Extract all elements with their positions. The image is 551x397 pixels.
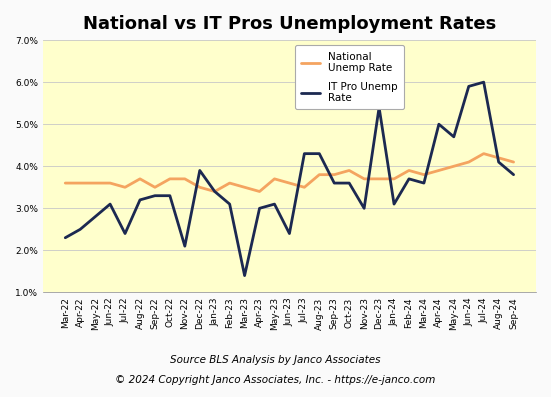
IT Pro Unemp
Rate (451, 135, 457, 139)
IT Pro Unemp
Rate (122, 231, 128, 236)
IT Pro Unemp
Rate (226, 202, 233, 206)
IT Pro Unemp
Rate (197, 168, 203, 173)
National
Unemp Rate (181, 177, 188, 181)
National
Unemp Rate (420, 172, 427, 177)
National
Unemp Rate (316, 172, 323, 177)
IT Pro Unemp
Rate (256, 206, 263, 211)
National
Unemp Rate (62, 181, 68, 185)
IT Pro Unemp
Rate (137, 198, 143, 202)
Text: Source BLS Analysis by Janco Associates: Source BLS Analysis by Janco Associates (170, 355, 381, 365)
IT Pro Unemp
Rate (212, 189, 218, 194)
Legend: National
Unemp Rate, IT Pro Unemp
Rate: National Unemp Rate, IT Pro Unemp Rate (295, 45, 404, 109)
National
Unemp Rate (256, 189, 263, 194)
IT Pro Unemp
Rate (346, 181, 353, 185)
IT Pro Unemp
Rate (391, 202, 397, 206)
National
Unemp Rate (241, 185, 248, 190)
IT Pro Unemp
Rate (241, 273, 248, 278)
IT Pro Unemp
Rate (376, 105, 382, 110)
National
Unemp Rate (480, 151, 487, 156)
National
Unemp Rate (137, 177, 143, 181)
IT Pro Unemp
Rate (466, 84, 472, 89)
National
Unemp Rate (107, 181, 114, 185)
IT Pro Unemp
Rate (406, 177, 412, 181)
IT Pro Unemp
Rate (480, 80, 487, 85)
Text: © 2024 Copyright Janco Associates, Inc. - https://e-janco.com: © 2024 Copyright Janco Associates, Inc. … (115, 375, 436, 385)
IT Pro Unemp
Rate (77, 227, 84, 232)
National
Unemp Rate (301, 185, 307, 190)
National
Unemp Rate (451, 164, 457, 169)
IT Pro Unemp
Rate (435, 122, 442, 127)
IT Pro Unemp
Rate (107, 202, 114, 206)
National
Unemp Rate (495, 156, 502, 160)
National
Unemp Rate (466, 160, 472, 164)
National
Unemp Rate (152, 185, 158, 190)
IT Pro Unemp
Rate (181, 244, 188, 249)
Title: National vs IT Pros Unemployment Rates: National vs IT Pros Unemployment Rates (83, 15, 496, 33)
National
Unemp Rate (122, 185, 128, 190)
IT Pro Unemp
Rate (331, 181, 338, 185)
National
Unemp Rate (406, 168, 412, 173)
IT Pro Unemp
Rate (316, 151, 323, 156)
National
Unemp Rate (77, 181, 84, 185)
IT Pro Unemp
Rate (361, 206, 368, 211)
National
Unemp Rate (286, 181, 293, 185)
National
Unemp Rate (346, 168, 353, 173)
National
Unemp Rate (166, 177, 173, 181)
Line: National
Unemp Rate: National Unemp Rate (65, 154, 514, 191)
IT Pro Unemp
Rate (271, 202, 278, 206)
National
Unemp Rate (92, 181, 99, 185)
National
Unemp Rate (376, 177, 382, 181)
IT Pro Unemp
Rate (286, 231, 293, 236)
National
Unemp Rate (361, 177, 368, 181)
National
Unemp Rate (212, 189, 218, 194)
Line: IT Pro Unemp
Rate: IT Pro Unemp Rate (65, 82, 514, 276)
IT Pro Unemp
Rate (166, 193, 173, 198)
IT Pro Unemp
Rate (510, 172, 517, 177)
National
Unemp Rate (435, 168, 442, 173)
IT Pro Unemp
Rate (495, 160, 502, 164)
IT Pro Unemp
Rate (62, 235, 68, 240)
IT Pro Unemp
Rate (420, 181, 427, 185)
National
Unemp Rate (226, 181, 233, 185)
National
Unemp Rate (197, 185, 203, 190)
IT Pro Unemp
Rate (92, 214, 99, 219)
National
Unemp Rate (510, 160, 517, 164)
National
Unemp Rate (391, 177, 397, 181)
IT Pro Unemp
Rate (301, 151, 307, 156)
National
Unemp Rate (271, 177, 278, 181)
IT Pro Unemp
Rate (152, 193, 158, 198)
National
Unemp Rate (331, 172, 338, 177)
